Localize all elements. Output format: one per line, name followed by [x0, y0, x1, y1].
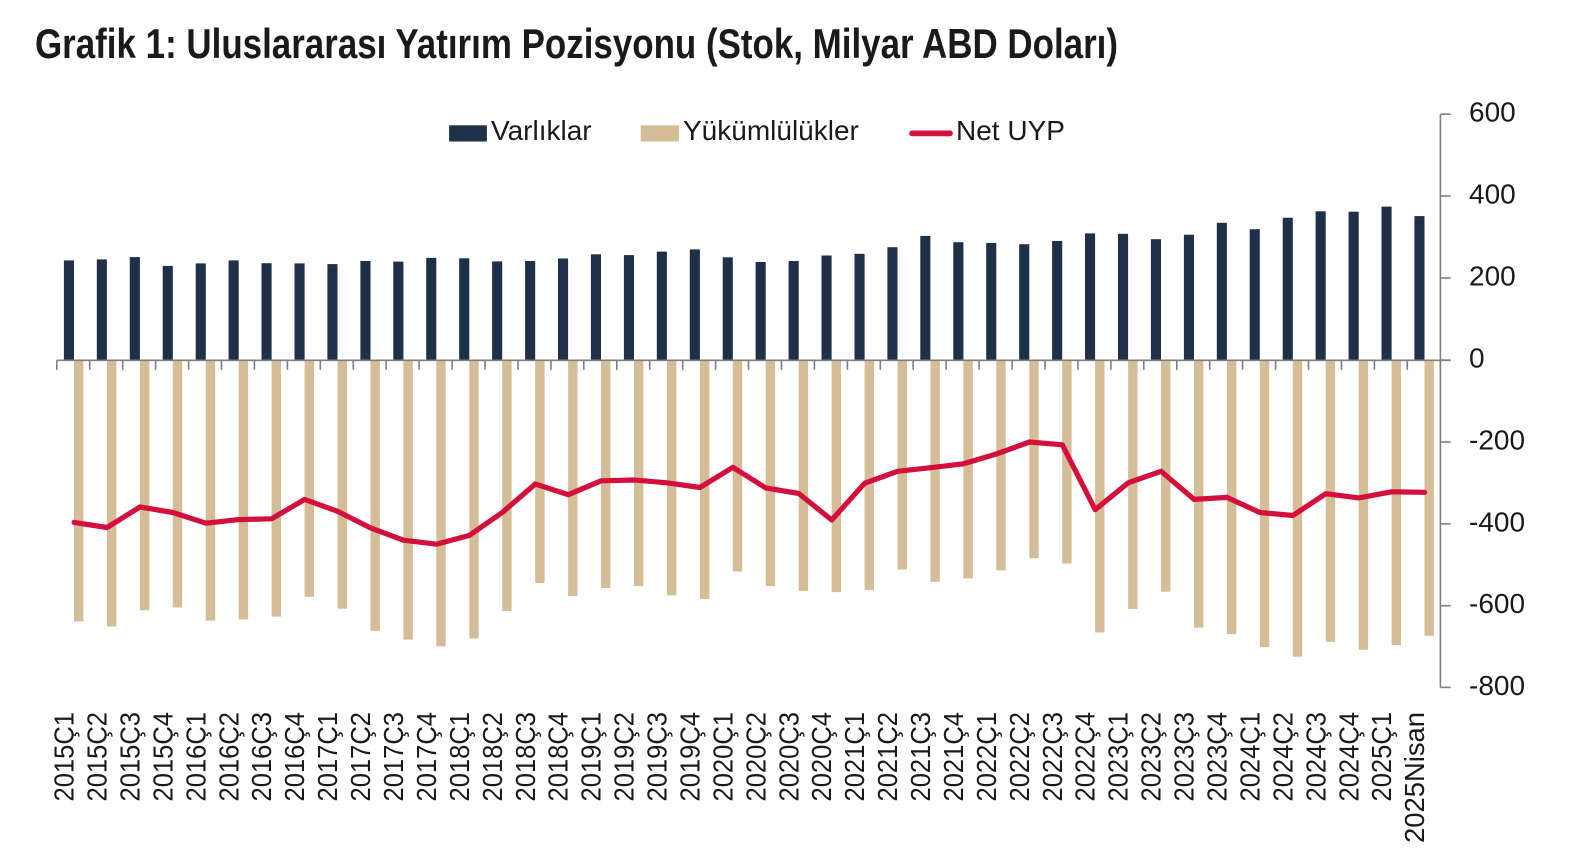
svg-text:600: 600 — [1469, 97, 1516, 128]
svg-text:2017Ç1: 2017Ç1 — [312, 712, 343, 802]
svg-text:Net UYP: Net UYP — [956, 115, 1065, 146]
svg-text:2015Ç3: 2015Ç3 — [115, 712, 146, 802]
svg-text:2019Ç1: 2019Ç1 — [576, 712, 607, 802]
svg-text:-400: -400 — [1469, 506, 1525, 537]
svg-text:2015Ç2: 2015Ç2 — [82, 712, 113, 802]
svg-text:2022Ç3: 2022Ç3 — [1037, 712, 1068, 802]
svg-text:2021Ç4: 2021Ç4 — [938, 712, 969, 802]
svg-text:2019Ç2: 2019Ç2 — [609, 712, 640, 802]
svg-text:2020Ç4: 2020Ç4 — [806, 712, 837, 802]
svg-text:2023Ç1: 2023Ç1 — [1103, 712, 1134, 802]
svg-text:2020Ç1: 2020Ç1 — [707, 712, 738, 802]
svg-text:2018Ç3: 2018Ç3 — [510, 712, 541, 802]
svg-text:2015Ç1: 2015Ç1 — [49, 712, 80, 802]
svg-text:2019Ç4: 2019Ç4 — [675, 712, 706, 802]
svg-text:2016Ç2: 2016Ç2 — [213, 712, 244, 802]
svg-text:2016Ç4: 2016Ç4 — [279, 712, 310, 802]
svg-text:200: 200 — [1469, 261, 1516, 292]
svg-text:2018Ç4: 2018Ç4 — [543, 712, 574, 802]
svg-text:-200: -200 — [1469, 425, 1525, 456]
svg-text:2018Ç2: 2018Ç2 — [477, 712, 508, 802]
svg-text:2020Ç2: 2020Ç2 — [740, 712, 771, 802]
svg-text:2017Ç4: 2017Ç4 — [411, 712, 442, 802]
svg-text:2018Ç1: 2018Ç1 — [444, 712, 475, 802]
svg-text:2024Ç2: 2024Ç2 — [1267, 712, 1298, 802]
svg-text:0: 0 — [1469, 343, 1485, 374]
svg-text:2025Ç1: 2025Ç1 — [1366, 712, 1397, 802]
svg-text:400: 400 — [1469, 179, 1516, 210]
svg-text:2021Ç2: 2021Ç2 — [872, 712, 903, 802]
svg-text:Yükümlülükler: Yükümlülükler — [683, 115, 859, 146]
svg-text:2023Ç3: 2023Ç3 — [1169, 712, 1200, 802]
svg-text:2024Ç4: 2024Ç4 — [1333, 712, 1364, 802]
svg-text:-800: -800 — [1469, 670, 1525, 701]
svg-text:Varlıklar: Varlıklar — [491, 115, 592, 146]
svg-text:2023Ç2: 2023Ç2 — [1136, 712, 1167, 802]
svg-text:2022Ç1: 2022Ç1 — [971, 712, 1002, 802]
svg-text:2023Ç4: 2023Ç4 — [1202, 712, 1233, 802]
svg-text:2021Ç3: 2021Ç3 — [905, 712, 936, 802]
svg-text:2024Ç1: 2024Ç1 — [1234, 712, 1265, 802]
svg-text:2016Ç1: 2016Ç1 — [180, 712, 211, 802]
svg-text:2021Ç1: 2021Ç1 — [839, 712, 870, 802]
svg-text:2022Ç2: 2022Ç2 — [1004, 712, 1035, 802]
svg-text:-600: -600 — [1469, 588, 1525, 619]
svg-text:2015Ç4: 2015Ç4 — [147, 712, 178, 802]
svg-text:2022Ç4: 2022Ç4 — [1070, 712, 1101, 802]
svg-text:Grafik 1: Uluslararası Yatırım: Grafik 1: Uluslararası Yatırım Pozisyonu… — [35, 20, 1118, 67]
svg-text:2017Ç2: 2017Ç2 — [345, 712, 376, 802]
svg-text:2016Ç3: 2016Ç3 — [246, 712, 277, 802]
svg-text:2017Ç3: 2017Ç3 — [378, 712, 409, 802]
svg-text:2019Ç3: 2019Ç3 — [642, 712, 673, 802]
svg-text:2020Ç3: 2020Ç3 — [773, 712, 804, 802]
svg-text:2024Ç3: 2024Ç3 — [1300, 712, 1331, 802]
svg-text:2025Nisan: 2025Nisan — [1399, 712, 1430, 843]
